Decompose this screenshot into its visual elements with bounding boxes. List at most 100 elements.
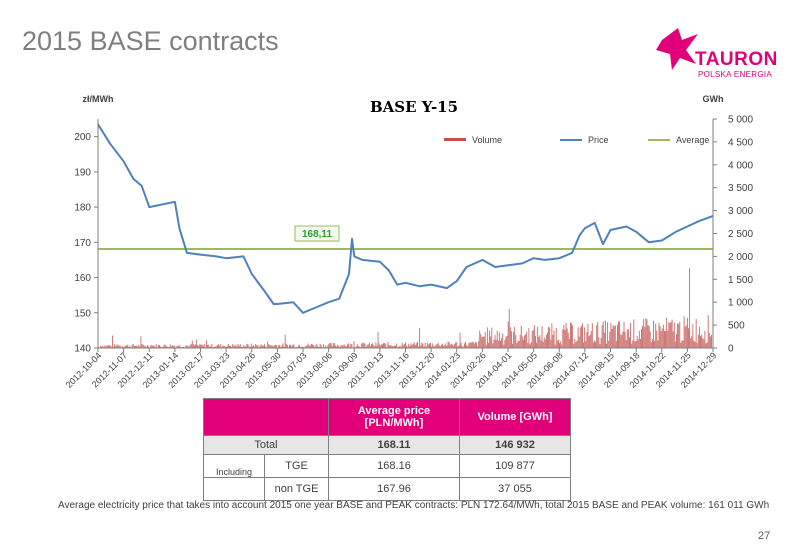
non-tge-label-cell: non TGE (203, 477, 329, 501)
volume-bar (505, 336, 507, 348)
volume-bar (570, 322, 571, 348)
volume-bar (591, 323, 593, 348)
volume-bar (601, 325, 603, 348)
volume-bar (227, 343, 229, 348)
footnote: Average electricity price that takes int… (58, 500, 770, 511)
volume-bar (239, 344, 241, 348)
volume-bar (384, 342, 386, 348)
volume-bar (128, 346, 130, 348)
volume-bar (621, 335, 623, 348)
volume-bar (709, 336, 711, 348)
volume-bar (401, 342, 403, 348)
volume-bar (561, 344, 563, 348)
tge-price: 168.16 (328, 454, 460, 478)
volume-bar (129, 345, 131, 348)
table-row-total: Total 168.11 146 932 (203, 435, 571, 455)
volume-bar (245, 346, 247, 348)
volume-bar (649, 331, 651, 348)
volume-bar (479, 330, 481, 348)
volume-bar (106, 345, 108, 348)
volume-bar (572, 325, 574, 348)
volume-bar (618, 321, 619, 348)
volume-bar (273, 344, 275, 348)
volume-bar (308, 345, 310, 348)
volume-bar (386, 346, 388, 348)
volume-bar (246, 343, 248, 348)
volume-bar (100, 345, 101, 348)
volume-bar (674, 341, 676, 348)
volume-bar (203, 344, 205, 348)
volume-bar (117, 344, 119, 348)
volume-bar (345, 346, 347, 348)
volume-bar (429, 343, 430, 348)
volume-bar (110, 346, 112, 348)
volume-bar (549, 327, 551, 348)
volume-bar (656, 330, 658, 348)
price-line (97, 123, 714, 314)
volume-bar (708, 332, 710, 348)
volume-bar (142, 344, 144, 348)
volume-bar (202, 345, 204, 348)
volume-bar (377, 332, 379, 348)
volume-bar (406, 345, 407, 348)
volume-bar (104, 345, 106, 348)
volume-bar (331, 345, 333, 348)
volume-bar (500, 340, 501, 348)
volume-bar (248, 346, 250, 348)
volume-bar (624, 332, 626, 348)
volume-bar (466, 345, 468, 348)
volume-bar (632, 340, 634, 348)
volume-bar (332, 343, 334, 348)
volume-bar (587, 323, 589, 348)
volume-bar (480, 334, 482, 348)
volume-bar (213, 346, 215, 348)
legend-swatch-volume (444, 138, 466, 141)
volume-bar (692, 323, 694, 348)
volume-bar (309, 345, 311, 348)
volume-bar (140, 336, 142, 348)
volume-bar (119, 345, 121, 348)
volume-bar (359, 346, 360, 348)
y-left-unit: zł/MWh (83, 94, 114, 104)
volume-bar (633, 319, 635, 348)
legend-swatch-average (648, 139, 670, 141)
volume-bar (134, 345, 136, 348)
volume-bar (711, 334, 712, 348)
volume-bar (455, 342, 457, 348)
volume-bar (247, 344, 249, 348)
volume-bar (333, 343, 335, 348)
volume-bar (242, 346, 243, 348)
volume-bar (612, 325, 614, 348)
volume-bar (269, 345, 271, 348)
volume-bar (400, 346, 402, 348)
volume-bar (573, 343, 575, 348)
volume-bar (348, 343, 350, 348)
volume-bar (402, 345, 404, 348)
volume-bar (194, 345, 195, 348)
volume-bar (592, 342, 594, 348)
volume-bar (216, 345, 218, 348)
volume-bar (270, 345, 272, 348)
volume-bar (154, 346, 156, 348)
volume-bar (606, 343, 607, 348)
volume-bar (436, 343, 438, 348)
volume-bar (532, 329, 534, 348)
total-price: 168.11 (328, 435, 460, 455)
volume-bar (627, 329, 629, 348)
non-tge-price: 167.96 (328, 477, 460, 501)
volume-bar (320, 345, 322, 348)
volume-bar (116, 345, 118, 348)
volume-bar (690, 338, 692, 348)
volume-bar (584, 327, 586, 348)
volume-bar (219, 346, 221, 348)
volume-bar (477, 346, 478, 348)
volume-bar (614, 325, 616, 348)
volume-bar (268, 344, 270, 348)
volume-bar (568, 338, 570, 348)
volume-bar (325, 345, 327, 348)
volume-bar (651, 339, 653, 348)
volume-bar (289, 344, 290, 348)
y-right-tick-label: 3 500 (728, 183, 753, 194)
volume-bar (700, 336, 701, 348)
volume-bar (397, 346, 399, 348)
